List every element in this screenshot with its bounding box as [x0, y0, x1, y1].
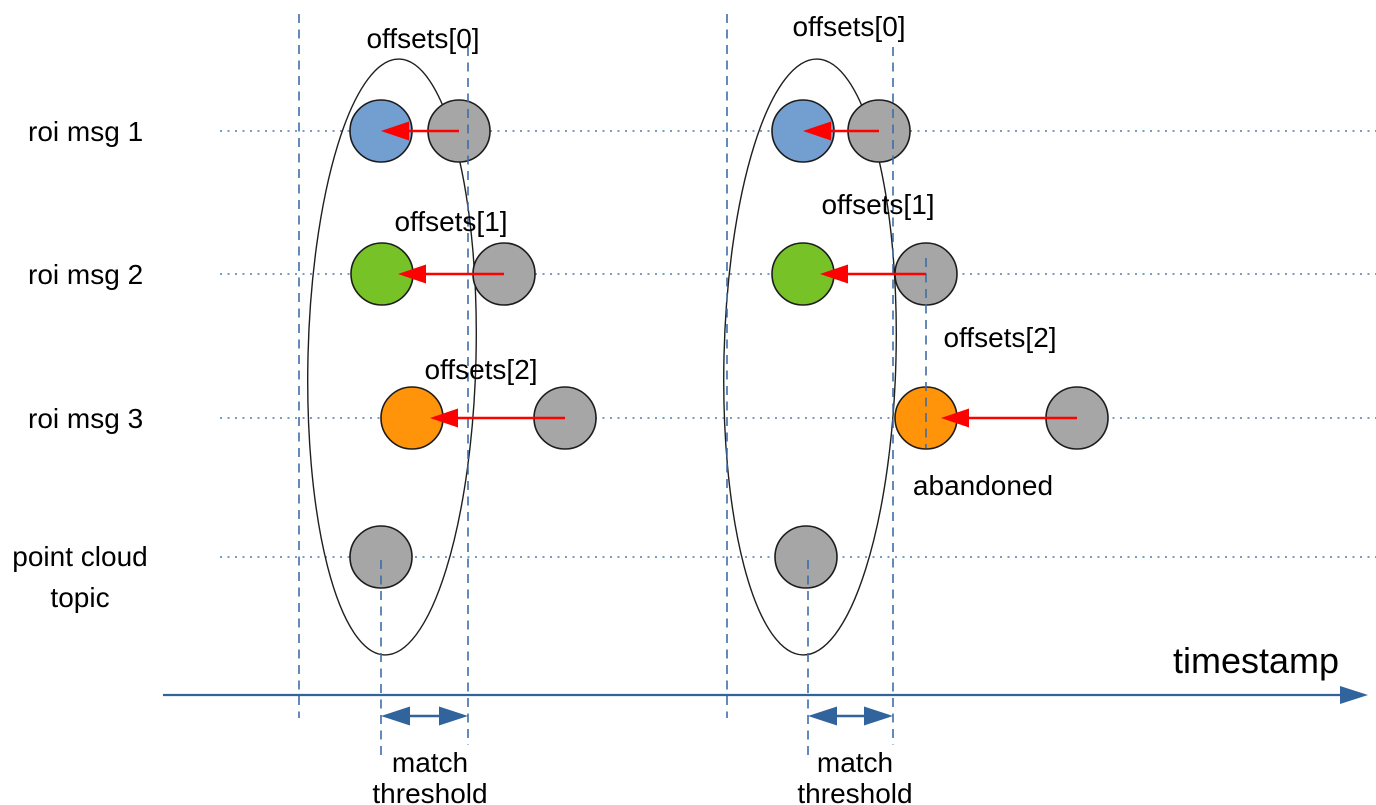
row-label-roi-msg-1: roi msg 1 — [28, 116, 143, 147]
row-label-roi-msg-2: roi msg 2 — [28, 259, 143, 290]
group1-offset2-arrowhead — [430, 408, 458, 428]
row-label-point-cloud-line2: topic — [50, 582, 109, 613]
group2-offsets1-label: offsets[1] — [821, 189, 934, 220]
group1-match-threshold-label-line1: match — [392, 747, 468, 778]
timestamp-axis-label: timestamp — [1173, 640, 1339, 681]
group2-threshold-arrowhead-right — [864, 706, 893, 726]
group2-offset2-arrowhead — [941, 408, 969, 428]
group1-offsets1-label: offsets[1] — [394, 206, 507, 237]
group1-threshold-arrowhead-left — [381, 706, 410, 726]
group1-offset0-arrowhead — [381, 121, 409, 141]
group1-offset1-arrowhead — [398, 264, 426, 284]
group2-threshold-arrowhead-left — [808, 706, 837, 726]
group1-threshold-arrowhead-right — [439, 706, 468, 726]
group2-pointcloud-circle — [774, 525, 838, 589]
group2-offsets2-label: offsets[2] — [943, 322, 1056, 353]
group1-offsets2-label: offsets[2] — [424, 354, 537, 385]
timestamp-axis-arrowhead — [1340, 686, 1368, 704]
group1-match-threshold-label-line2: threshold — [372, 778, 487, 805]
group1-offsets0-label: offsets[0] — [366, 23, 479, 54]
group2-ellipse — [723, 58, 897, 656]
group2-match-threshold-label-line1: match — [817, 747, 893, 778]
group2-abandoned-label: abandoned — [913, 470, 1053, 501]
group2-offset0-arrowhead — [803, 121, 831, 141]
row-label-point-cloud-line1: point cloud — [12, 541, 147, 572]
row-label-roi-msg-3: roi msg 3 — [28, 403, 143, 434]
group1-ellipse — [307, 58, 477, 656]
group2-offsets0-label: offsets[0] — [792, 11, 905, 42]
group2-match-threshold-label-line2: threshold — [797, 778, 912, 805]
group1-pointcloud-circle — [349, 525, 413, 589]
group2-offset1-arrowhead — [820, 264, 848, 284]
